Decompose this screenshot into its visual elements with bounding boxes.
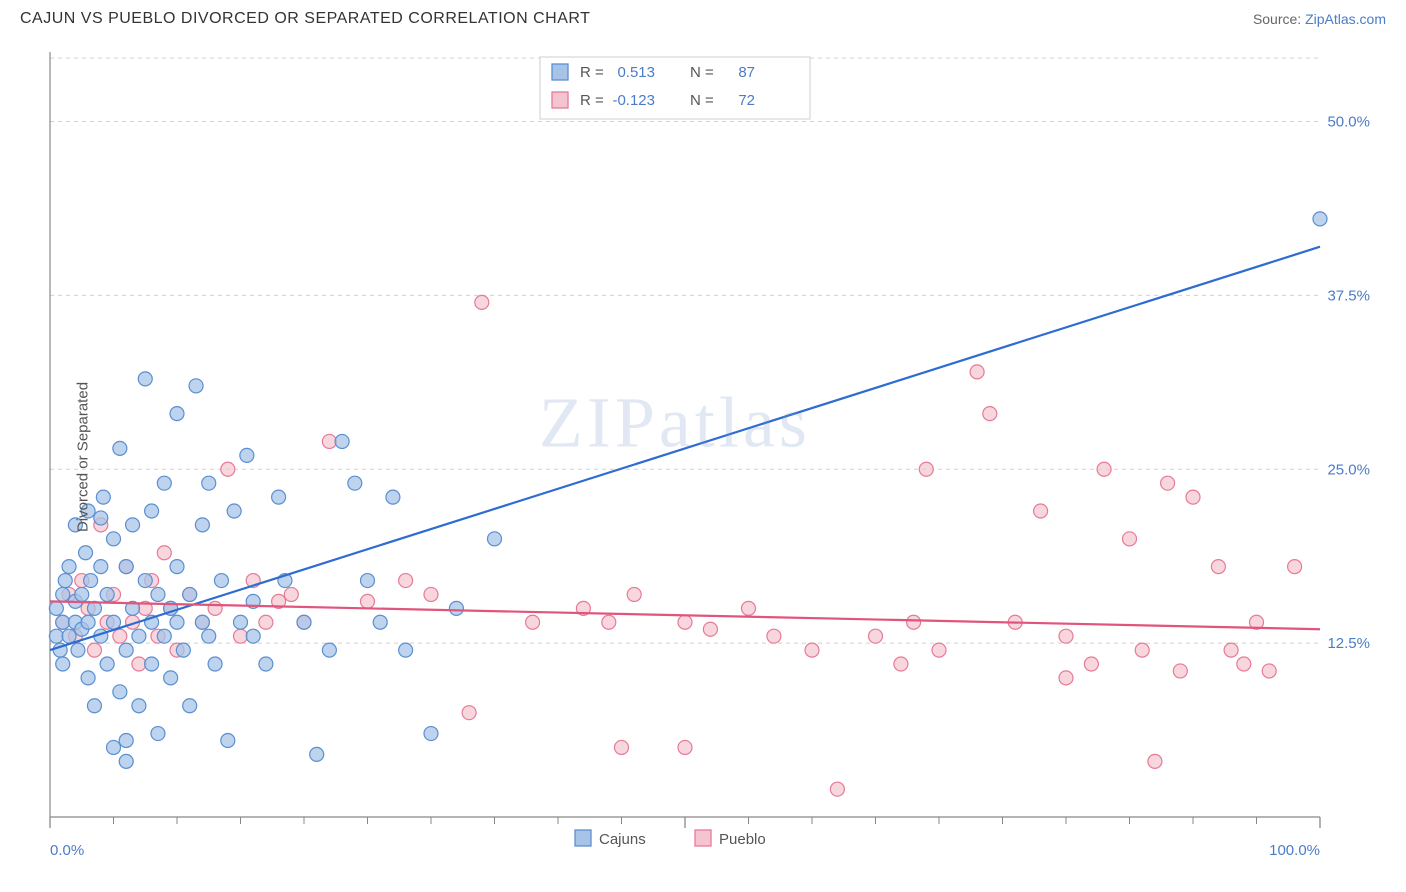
chart-container: Divorced or Separated ZIPatlas 12.5%25.0…: [0, 32, 1406, 882]
svg-text:87: 87: [738, 64, 755, 81]
scatter-chart: 12.5% 25.0% 37.5% 50.0% 0.0% 100.0% R = 0.513 N …: [0, 32, 1406, 882]
svg-text:N =: N =: [690, 64, 714, 81]
source-text: Source:: [1253, 11, 1305, 27]
svg-text:R =: R =: [580, 92, 604, 109]
svg-text:25.0%: 25.0%: [1327, 461, 1370, 478]
svg-text:100.0%: 100.0%: [1269, 842, 1320, 859]
svg-text:0.0%: 0.0%: [50, 842, 84, 859]
svg-text:R =: R =: [580, 64, 604, 81]
svg-text:72: 72: [738, 92, 755, 109]
chart-title: CAJUN VS PUEBLO DIVORCED OR SEPARATED CO…: [20, 10, 590, 28]
y-axis-label: Divorced or Separated: [75, 382, 92, 532]
source-label: Source: ZipAtlas.com: [1253, 11, 1386, 27]
svg-text:-0.123: -0.123: [612, 92, 655, 109]
chart-header: CAJUN VS PUEBLO DIVORCED OR SEPARATED CO…: [0, 0, 1406, 32]
svg-text:0.513: 0.513: [617, 64, 655, 81]
svg-text:Cajuns: Cajuns: [599, 831, 646, 848]
svg-text:Pueblo: Pueblo: [719, 831, 766, 848]
svg-text:N =: N =: [690, 92, 714, 109]
source-link[interactable]: ZipAtlas.com: [1305, 11, 1386, 27]
svg-text:50.0%: 50.0%: [1327, 114, 1370, 131]
svg-text:12.5%: 12.5%: [1327, 635, 1370, 652]
svg-text:37.5%: 37.5%: [1327, 287, 1370, 304]
